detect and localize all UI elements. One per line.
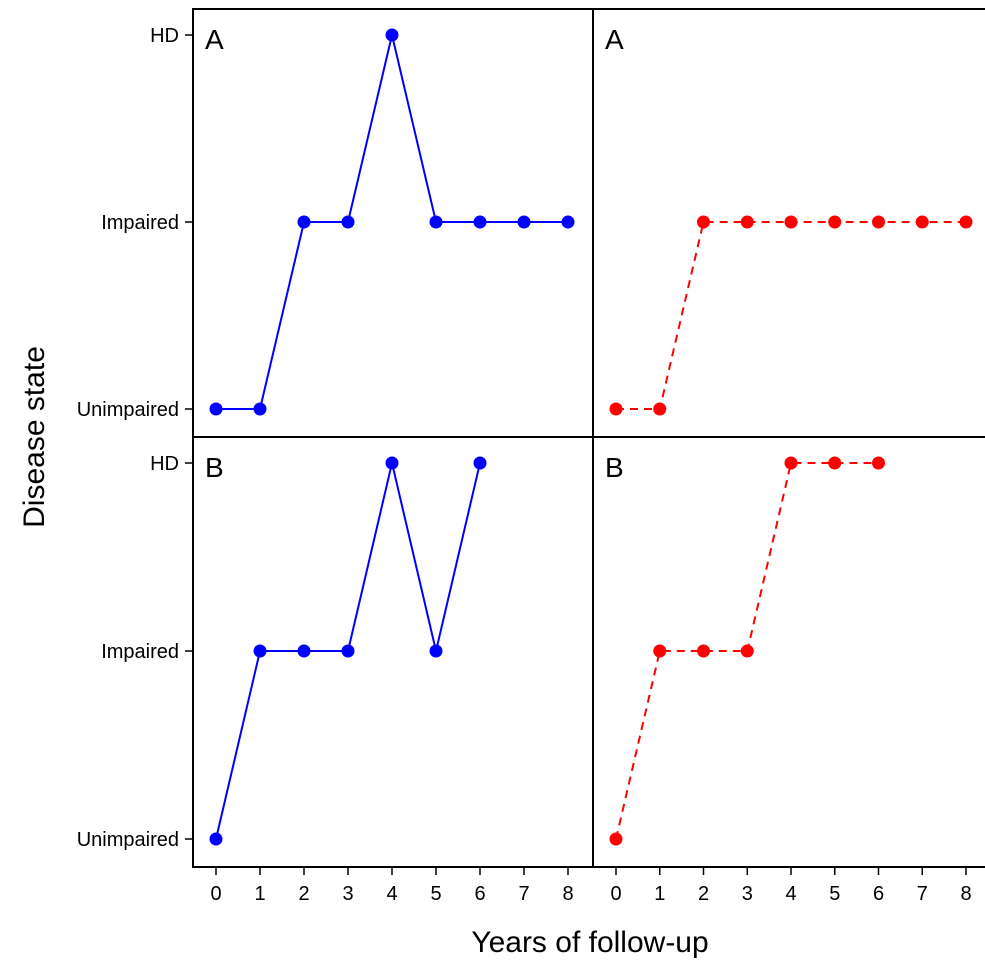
y-tick-label: Unimpaired: [77, 829, 179, 851]
panel-a-latent: A: [605, 24, 973, 416]
data-point: [653, 644, 667, 658]
y-tick-label: Impaired: [101, 212, 179, 234]
data-point: [429, 644, 443, 658]
y-tick-label: HD: [150, 25, 179, 47]
x-tick-label: 4: [386, 883, 397, 905]
data-point: [697, 215, 710, 229]
panel-label: A: [205, 24, 224, 55]
data-point: [429, 215, 443, 229]
x-tick-label: 4: [785, 883, 796, 905]
y-tick-label: Impaired: [101, 641, 179, 663]
x-tick-label: 2: [698, 883, 709, 905]
panel-b-observed: B: [205, 452, 487, 846]
data-point: [253, 644, 267, 658]
data-point: [740, 215, 754, 229]
data-point: [609, 832, 623, 846]
data-point: [209, 402, 223, 416]
x-axis-title: Years of follow-up: [471, 926, 708, 959]
x-tick-label: 7: [917, 883, 928, 905]
panel-label: B: [205, 452, 224, 483]
series-line: [216, 34, 568, 410]
data-point: [517, 215, 531, 229]
data-point: [209, 832, 223, 846]
data-point: [784, 456, 798, 470]
data-point: [341, 644, 355, 658]
data-point: [609, 402, 623, 416]
data-point: [959, 215, 973, 229]
x-tick-label: 0: [210, 883, 221, 905]
data-point: [253, 402, 267, 416]
series-layer: A A B B: [205, 24, 973, 846]
data-point: [784, 215, 798, 229]
data-point: [915, 215, 929, 229]
data-point: [297, 215, 311, 229]
y-tick-label: HD: [150, 453, 179, 475]
data-point: [473, 215, 487, 229]
series-line: [616, 221, 966, 410]
x-tick-label: 2: [298, 883, 309, 905]
panel-label: B: [605, 452, 624, 483]
panel-b-latent: B: [605, 452, 885, 846]
data-point: [297, 644, 311, 658]
data-point: [385, 456, 399, 470]
x-tick-label: 3: [742, 883, 753, 905]
panel-dividers: [193, 9, 985, 867]
x-tick-label: 8: [562, 883, 573, 905]
data-point: [697, 644, 710, 658]
y-tick-label: Unimpaired: [77, 399, 179, 421]
data-point: [473, 456, 487, 470]
x-tick-label: 1: [254, 883, 265, 905]
x-tick-label: 7: [518, 883, 529, 905]
data-point: [740, 644, 754, 658]
data-point: [653, 402, 667, 416]
data-point: [872, 456, 885, 470]
axes: Unimpaired Impaired HD Unimpaired Impaired HD…: [77, 25, 972, 905]
data-point: [561, 215, 575, 229]
data-point: [872, 215, 885, 229]
data-point: [385, 28, 399, 42]
x-tick-label: 5: [829, 883, 840, 905]
panel-label: A: [605, 24, 624, 55]
x-tick-label: 1: [654, 883, 665, 905]
x-tick-label: 6: [474, 883, 485, 905]
x-tick-label: 0: [610, 883, 621, 905]
y-axis-title: Disease state: [18, 346, 51, 528]
panel-a-observed: A: [205, 24, 575, 416]
data-point: [341, 215, 355, 229]
data-point: [828, 456, 842, 470]
x-tick-label: 8: [960, 883, 971, 905]
x-tick-label: 3: [342, 883, 353, 905]
x-tick-label: 5: [430, 883, 441, 905]
data-point: [828, 215, 842, 229]
x-tick-label: 6: [873, 883, 884, 905]
